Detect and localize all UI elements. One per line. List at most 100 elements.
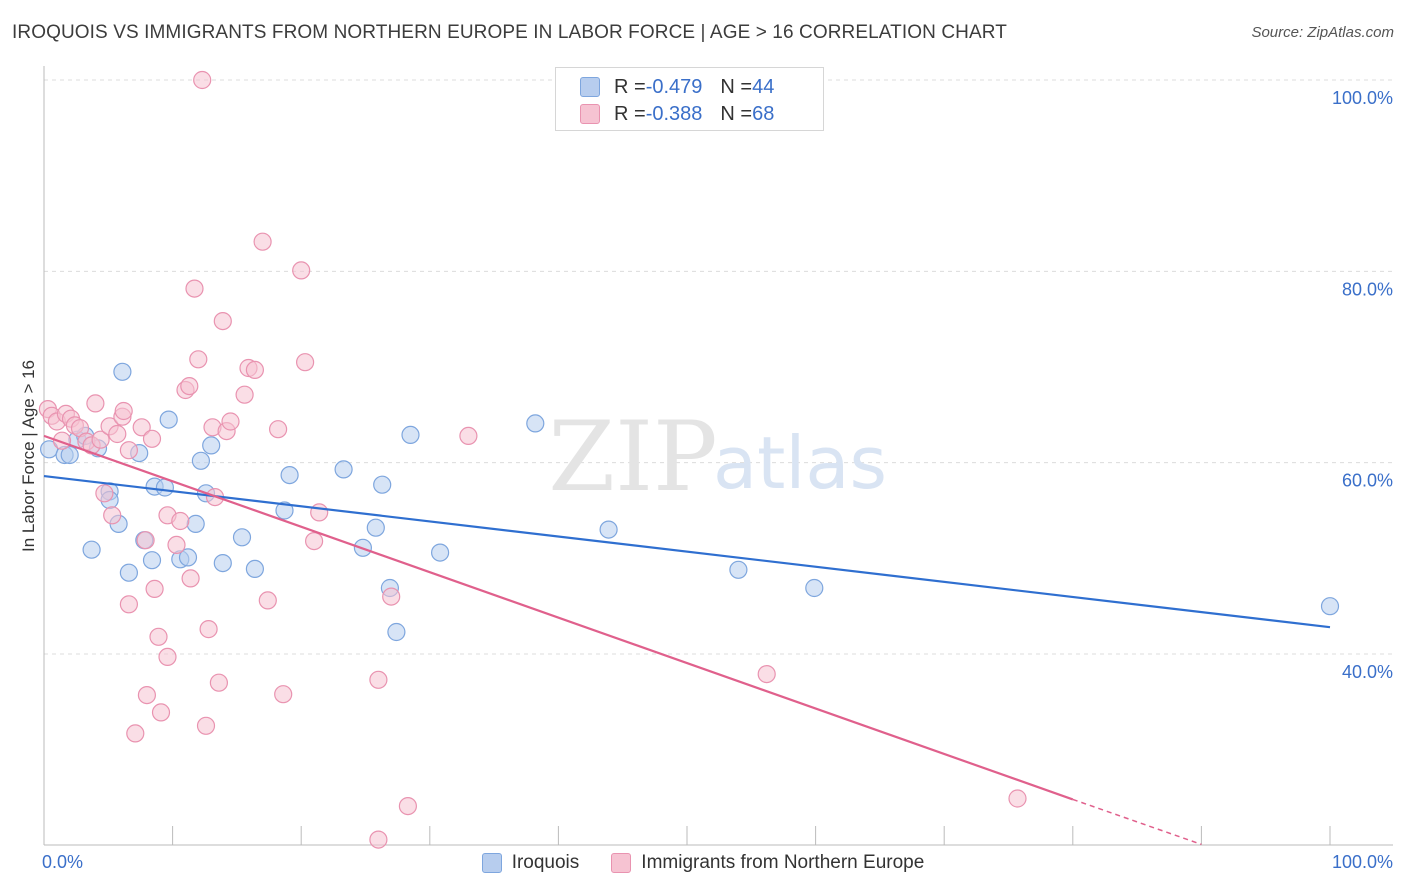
data-point: [119, 441, 138, 460]
blue-swatch: [580, 77, 600, 97]
data-point: [373, 475, 392, 494]
y-tick-label: 80.0%: [1342, 279, 1393, 299]
data-point: [193, 70, 212, 90]
legend-item-immigrants: Immigrants from Northern Europe: [611, 852, 924, 874]
n-label: N =: [720, 102, 753, 125]
trend-lines: [43, 434, 1331, 846]
data-point: [189, 350, 208, 369]
data-point: [296, 353, 315, 372]
data-point: [757, 664, 776, 684]
correlation-legend: R = -0.479 N = 44 R = -0.388 N = 68: [555, 67, 824, 131]
watermark-zip: ZIP: [548, 401, 717, 513]
data-point: [213, 312, 232, 331]
data-point: [275, 501, 294, 520]
legend-item-iroquois: Iroquois: [481, 852, 580, 874]
grid-lines: 100.0% 80.0% 60.0% 40.0%: [44, 79, 1393, 682]
data-point: [167, 535, 186, 555]
data-point: [95, 484, 114, 503]
data-point: [431, 543, 450, 562]
data-point: [103, 506, 122, 525]
data-point: [159, 410, 178, 429]
legend-row-iroquois: R = -0.479 N = 44: [580, 74, 774, 100]
y-tick-label: 60.0%: [1342, 471, 1393, 491]
data-point: [52, 431, 72, 450]
data-point: [142, 429, 162, 448]
data-point: [387, 622, 406, 642]
data-point: [196, 716, 216, 735]
legend-label: Iroquois: [511, 852, 580, 873]
data-point: [232, 528, 252, 547]
watermark-atlas: atlas: [713, 421, 887, 505]
data-point: [137, 685, 156, 705]
data-point: [145, 579, 164, 599]
data-point: [334, 460, 353, 479]
x-tick-label-min: 0.0%: [42, 852, 83, 872]
data-point: [119, 595, 138, 614]
data-point: [401, 425, 420, 444]
data-point: [199, 619, 218, 639]
trend-line: [43, 474, 1331, 629]
data-point: [132, 418, 151, 437]
r-label: R =: [614, 75, 646, 98]
data-point: [113, 362, 132, 381]
data-point: [305, 531, 324, 551]
data-point: [269, 420, 288, 439]
data-point: [258, 591, 277, 610]
pink-swatch: [611, 853, 632, 873]
r-label: R =: [614, 102, 646, 125]
y-axis-label: In Labor Force | Age > 16: [19, 360, 38, 552]
data-point: [151, 703, 171, 722]
data-point: [185, 279, 204, 298]
data-point: [114, 401, 133, 421]
data-point: [805, 578, 824, 598]
data-point: [235, 385, 254, 404]
data-point: [213, 553, 232, 573]
data-point: [369, 670, 388, 689]
data-point: [149, 627, 168, 646]
data-point: [1320, 597, 1340, 616]
data-point: [729, 560, 748, 579]
data-point: [126, 724, 145, 743]
data-point: [181, 569, 200, 588]
data-point: [221, 412, 240, 431]
data-point: [191, 451, 210, 470]
data-point: [180, 377, 199, 396]
data-point: [82, 540, 101, 559]
data-point: [599, 520, 618, 539]
trend-line: [43, 434, 1074, 801]
data-point: [60, 445, 79, 465]
data-point: [369, 830, 388, 849]
r-value: -0.479: [645, 75, 703, 98]
data-point: [158, 647, 177, 667]
pink-swatch: [580, 104, 600, 124]
data-point: [202, 436, 221, 455]
data-point: [382, 587, 401, 606]
x-tick-label-max: 100.0%: [1332, 852, 1393, 872]
data-point: [1008, 789, 1027, 808]
n-label: N =: [720, 75, 753, 98]
data-point: [142, 551, 162, 570]
trend-line-extension: [1072, 798, 1202, 846]
n-value: 68: [752, 102, 775, 125]
legend-label: Immigrants from Northern Europe: [641, 852, 925, 873]
data-point: [526, 414, 545, 433]
data-point: [209, 673, 228, 692]
data-point: [171, 511, 190, 531]
data-point: [459, 426, 478, 445]
data-point: [186, 514, 205, 534]
source-label: Source: ZipAtlas.com: [1251, 24, 1394, 41]
data-point: [274, 685, 293, 704]
r-value: -0.388: [645, 102, 703, 125]
data-point: [245, 360, 264, 379]
blue-swatch: [481, 853, 502, 873]
data-points: [38, 70, 1340, 849]
data-point: [253, 232, 272, 251]
data-point: [91, 430, 110, 449]
chart-title: IROQUOIS VS IMMIGRANTS FROM NORTHERN EUR…: [12, 22, 1007, 43]
axis-labels: In Labor Force | Age > 16 0.0% 100.0%: [19, 360, 1393, 872]
y-tick-label: 100.0%: [1332, 88, 1393, 108]
data-point: [245, 559, 264, 579]
data-point: [280, 466, 299, 485]
data-point: [119, 563, 138, 582]
